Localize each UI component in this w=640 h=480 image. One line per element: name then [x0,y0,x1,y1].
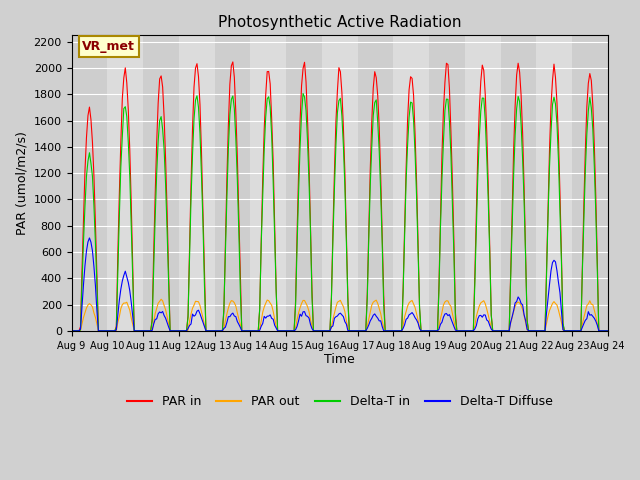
Y-axis label: PAR (umol/m2/s): PAR (umol/m2/s) [15,131,28,235]
Legend: PAR in, PAR out, Delta-T in, Delta-T Diffuse: PAR in, PAR out, Delta-T in, Delta-T Dif… [122,390,557,413]
Bar [572,36,608,331]
Bar [322,36,358,331]
Text: VR_met: VR_met [83,40,135,53]
Bar [179,36,214,331]
Bar [429,36,465,331]
Bar [500,36,536,331]
Bar [108,36,143,331]
Bar [250,36,286,331]
Bar [286,36,322,331]
X-axis label: Time: Time [324,353,355,366]
Bar [214,36,250,331]
Bar [143,36,179,331]
Bar [358,36,393,331]
Bar [393,36,429,331]
Bar [465,36,500,331]
Bar [72,36,108,331]
Title: Photosynthetic Active Radiation: Photosynthetic Active Radiation [218,15,461,30]
Bar [536,36,572,331]
